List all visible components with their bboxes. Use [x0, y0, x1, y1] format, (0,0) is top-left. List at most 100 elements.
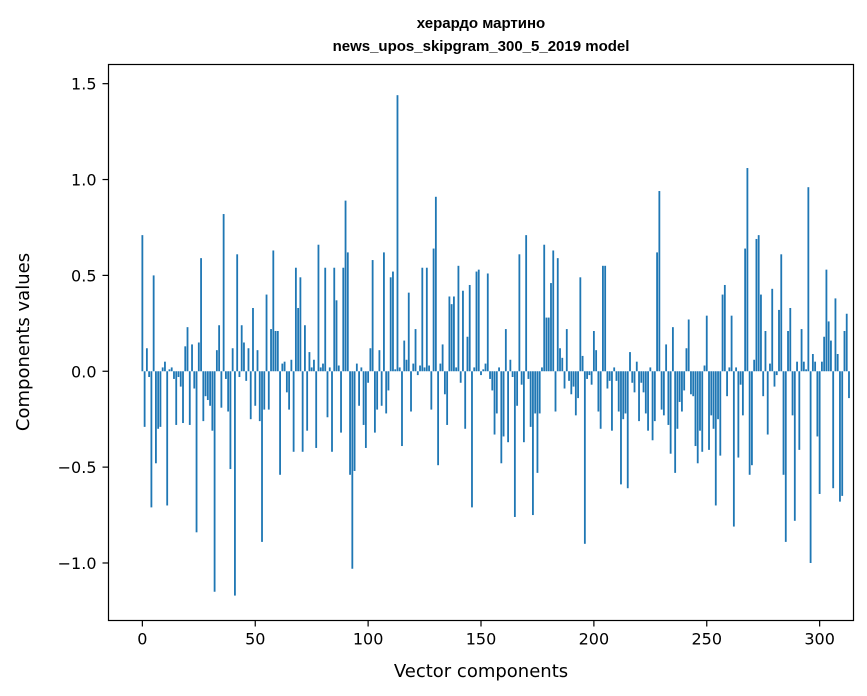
bar-212 — [620, 371, 622, 485]
bar-247 — [699, 371, 701, 431]
bar-55 — [265, 294, 268, 372]
bar-219 — [635, 361, 638, 372]
bar-277 — [766, 371, 769, 435]
bar-138 — [453, 296, 455, 372]
bar-282 — [778, 309, 780, 372]
x-tick-label-200: 200 — [579, 630, 610, 649]
bar-220 — [638, 371, 640, 422]
bar-260 — [728, 367, 731, 372]
x-tick-label-250: 250 — [691, 630, 722, 649]
bar-160 — [502, 371, 505, 437]
bar-21 — [188, 371, 191, 425]
bar-75 — [310, 367, 313, 372]
bar-59 — [274, 331, 277, 372]
bar-185 — [559, 348, 561, 372]
bar-146 — [471, 371, 473, 508]
bar-238 — [678, 371, 681, 402]
bar-154 — [489, 371, 491, 379]
bar-158 — [498, 367, 500, 372]
plot-frame — [107, 63, 855, 622]
bar-198 — [588, 371, 591, 376]
bar-70 — [299, 277, 302, 372]
x-tick-label-50: 50 — [245, 630, 265, 649]
bar-50 — [254, 371, 257, 406]
bar-148 — [475, 271, 478, 372]
bar-39 — [229, 371, 232, 470]
bar-68 — [294, 267, 297, 372]
bar-201 — [595, 350, 598, 372]
bar-150 — [480, 371, 482, 376]
bar-303 — [825, 269, 828, 372]
bar-76 — [313, 359, 315, 372]
bar-286 — [787, 331, 789, 372]
bar-145 — [468, 284, 471, 372]
bar-193 — [577, 371, 579, 399]
bar-100 — [367, 371, 370, 383]
bar-194 — [579, 277, 582, 372]
bar-12 — [168, 369, 171, 372]
bar-237 — [676, 371, 679, 429]
bar-241 — [685, 348, 688, 372]
bar-230 — [660, 371, 663, 410]
bar-143 — [464, 371, 467, 429]
bar-261 — [730, 315, 733, 372]
y-tick-label-4: 1.0 — [71, 171, 96, 190]
bar-222 — [642, 371, 645, 393]
bar-91 — [346, 252, 349, 372]
x-tick-label-150: 150 — [466, 630, 497, 649]
bar-232 — [665, 344, 668, 372]
bar-164 — [511, 371, 514, 378]
bar-195 — [581, 355, 584, 372]
bar-134 — [443, 371, 446, 395]
bar-279 — [771, 288, 774, 372]
bar-225 — [649, 367, 652, 372]
bar-269 — [748, 371, 751, 475]
bar-290 — [796, 361, 798, 372]
bar-72 — [304, 325, 306, 372]
bar-152 — [484, 363, 487, 372]
bar-223 — [644, 371, 647, 414]
bar-23 — [193, 371, 196, 389]
bar-151 — [482, 369, 485, 372]
bar-159 — [500, 371, 503, 464]
bar-189 — [568, 371, 570, 381]
bar-110 — [389, 277, 392, 372]
bar-275 — [762, 371, 765, 397]
bar-284 — [782, 371, 785, 475]
bar-263 — [735, 367, 738, 372]
x-tick-label-100: 100 — [353, 630, 384, 649]
chart-title-line2: news_upos_skipgram_300_5_2019 model — [333, 38, 630, 55]
bar-80 — [322, 363, 324, 372]
bar-168 — [520, 371, 523, 385]
bar-99 — [364, 371, 367, 448]
bar-175 — [536, 371, 539, 473]
bar-240 — [683, 371, 686, 391]
bar-38 — [227, 371, 230, 412]
bar-258 — [723, 284, 726, 372]
bar-252 — [710, 371, 713, 416]
y-axis: −1.0 −0.5 0.0 0.5 1.0 1.5 — [58, 75, 109, 573]
bar-103 — [373, 371, 376, 433]
bar-267 — [744, 248, 747, 372]
bar-287 — [789, 307, 792, 372]
bar-57 — [270, 329, 272, 372]
bar-248 — [701, 371, 704, 452]
bar-85 — [333, 267, 336, 372]
bar-308 — [836, 354, 839, 372]
bar-214 — [624, 371, 627, 414]
bar-309 — [839, 371, 841, 502]
bar-69 — [297, 307, 300, 372]
bar-295 — [807, 187, 810, 372]
bar-20 — [186, 327, 189, 372]
bar-62 — [281, 363, 284, 372]
bar-136 — [448, 296, 451, 372]
bar-44 — [240, 325, 243, 372]
bar-301 — [820, 361, 823, 372]
x-tick-label-300: 300 — [804, 630, 835, 649]
bar-43 — [238, 371, 241, 378]
bar-262 — [732, 371, 735, 527]
bar-199 — [590, 371, 593, 385]
bar-229 — [658, 191, 661, 372]
bar-294 — [805, 369, 807, 372]
bar-117 — [405, 359, 408, 372]
